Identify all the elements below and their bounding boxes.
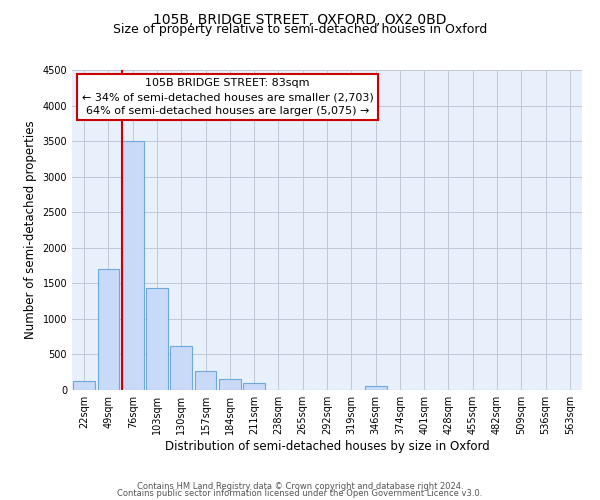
Bar: [73, 381, 95, 390]
X-axis label: Distribution of semi-detached houses by size in Oxford: Distribution of semi-detached houses by …: [164, 440, 490, 453]
Bar: [219, 378, 241, 390]
Text: 105B, BRIDGE STREET, OXFORD, OX2 0BD: 105B, BRIDGE STREET, OXFORD, OX2 0BD: [153, 12, 447, 26]
Y-axis label: Number of semi-detached properties: Number of semi-detached properties: [24, 120, 37, 340]
Bar: [194, 371, 217, 390]
Text: Size of property relative to semi-detached houses in Oxford: Size of property relative to semi-detach…: [113, 22, 487, 36]
Bar: [243, 383, 265, 390]
Bar: [122, 141, 143, 390]
Bar: [97, 269, 119, 390]
Text: 105B BRIDGE STREET: 83sqm
← 34% of semi-detached houses are smaller (2,703)
64% : 105B BRIDGE STREET: 83sqm ← 34% of semi-…: [82, 78, 373, 116]
Bar: [146, 288, 168, 390]
Text: Contains HM Land Registry data © Crown copyright and database right 2024.: Contains HM Land Registry data © Crown c…: [137, 482, 463, 491]
Bar: [170, 346, 192, 390]
Bar: [365, 386, 386, 390]
Text: Contains public sector information licensed under the Open Government Licence v3: Contains public sector information licen…: [118, 488, 482, 498]
